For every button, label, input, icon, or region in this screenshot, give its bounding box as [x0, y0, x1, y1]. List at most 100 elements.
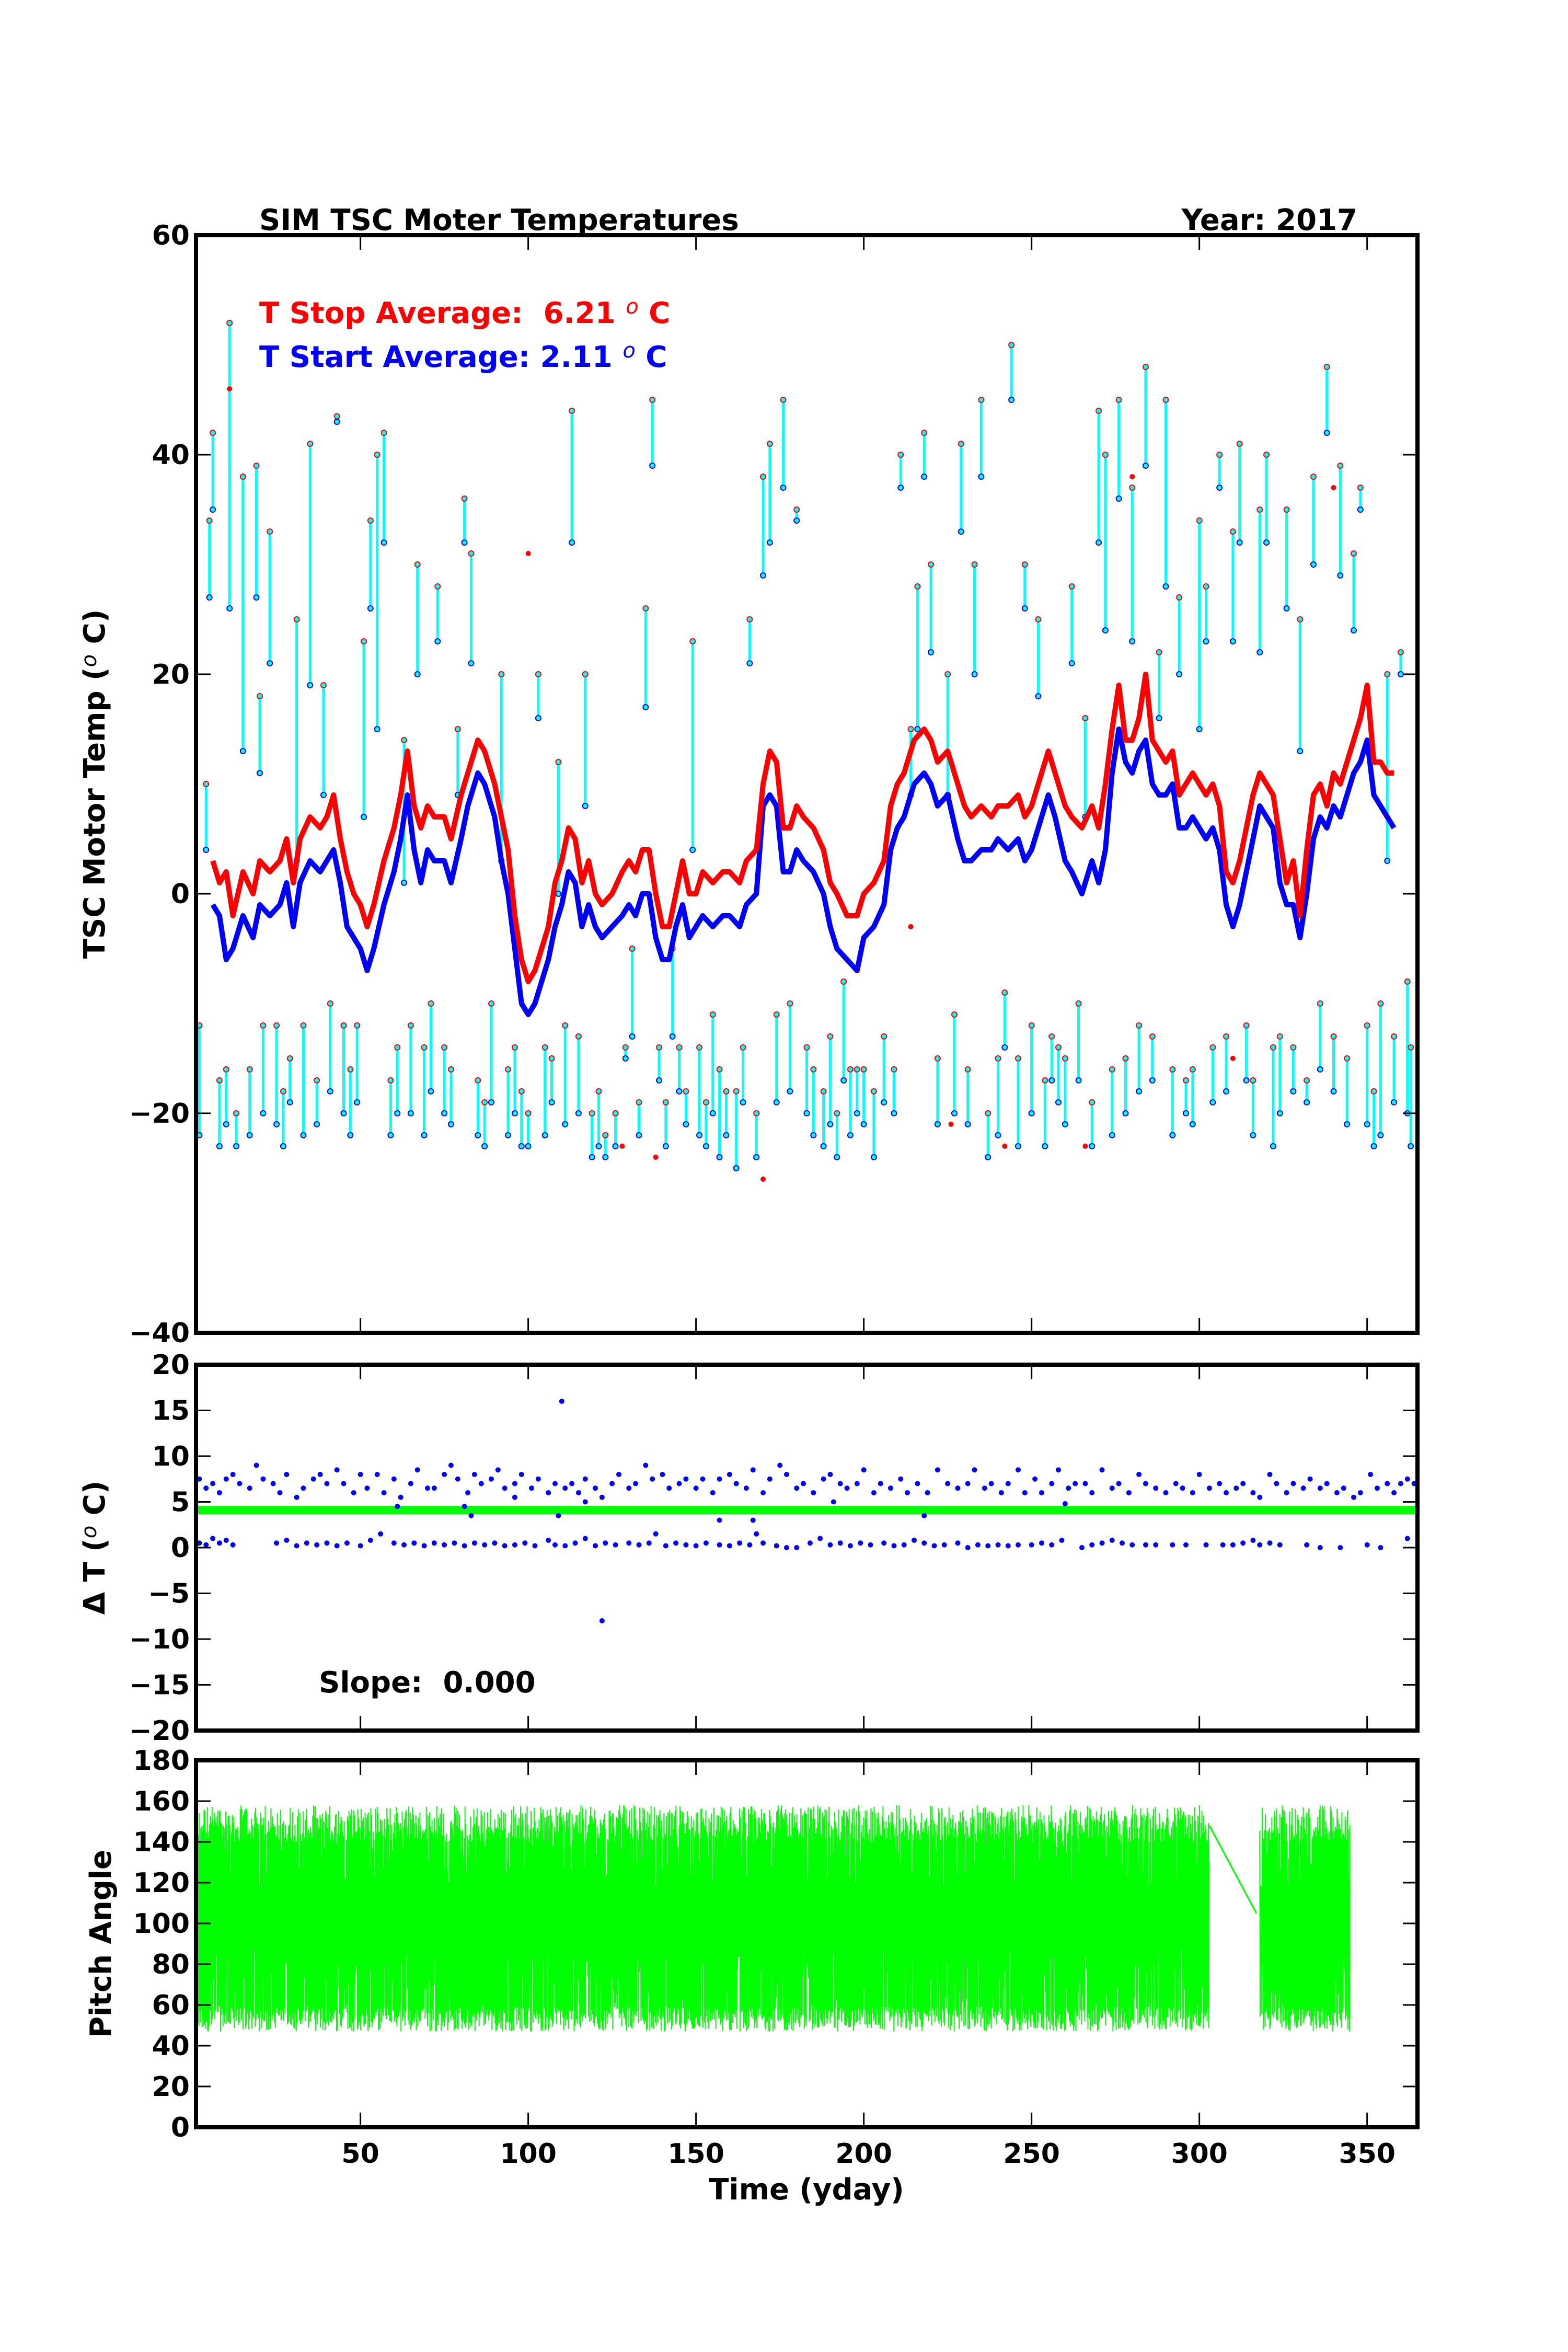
- start-point: [612, 1143, 619, 1149]
- delta-t-point: [868, 1542, 873, 1548]
- delta-t-point: [931, 1543, 937, 1549]
- delta-t-point: [1170, 1542, 1175, 1548]
- stop-point: [1102, 452, 1109, 458]
- start-point: [733, 1165, 740, 1171]
- delta-t-point: [1220, 1542, 1226, 1548]
- delta-t-point: [754, 1531, 759, 1537]
- start-point: [1115, 495, 1122, 502]
- start-point: [1055, 1099, 1062, 1105]
- start-point: [1377, 1132, 1384, 1138]
- start-point: [300, 1132, 307, 1138]
- x-tick-label: 100: [500, 2138, 557, 2170]
- start-point: [1344, 1121, 1351, 1127]
- plot-frame: [194, 1363, 1420, 1733]
- stop-point: [468, 550, 475, 557]
- delta-t-point: [1173, 1481, 1179, 1486]
- delta-t-point: [737, 1540, 743, 1546]
- stop-point: [1330, 1033, 1337, 1040]
- start-point: [740, 1099, 746, 1105]
- plot-frame: [194, 1758, 1420, 2129]
- x-tick-label: 50: [341, 2138, 379, 2170]
- delta-t-point: [599, 1618, 605, 1623]
- stop-point: [891, 1066, 897, 1073]
- stop-point: [1002, 1144, 1008, 1149]
- stop-point: [642, 605, 649, 612]
- delta-t-point: [794, 1545, 800, 1550]
- start-point: [840, 1077, 847, 1083]
- stop-point: [914, 583, 921, 590]
- start-point: [1176, 671, 1183, 677]
- stop-point: [555, 759, 562, 765]
- delta-t-point: [831, 1499, 836, 1505]
- stop-point: [689, 638, 696, 644]
- stop-point: [834, 1110, 840, 1116]
- stop-point: [447, 1066, 454, 1073]
- stop-point: [481, 1099, 488, 1105]
- stop-point: [1377, 1000, 1384, 1007]
- stop-point: [223, 1066, 229, 1073]
- stop-point: [1216, 452, 1223, 458]
- delta-t-point: [1404, 1476, 1410, 1482]
- stop-point: [1391, 1033, 1398, 1040]
- delta-t-point: [1240, 1540, 1246, 1546]
- delta-t-point: [827, 1542, 833, 1548]
- delta-t-point: [401, 1542, 407, 1548]
- start-point: [914, 726, 921, 732]
- start-point: [210, 506, 216, 513]
- delta-t-point: [518, 1472, 524, 1477]
- delta-t-point: [495, 1467, 501, 1473]
- delta-t-point: [1109, 1538, 1115, 1543]
- delta-t-point: [941, 1542, 947, 1548]
- start-point: [589, 1154, 595, 1160]
- delta-t-point: [223, 1476, 229, 1482]
- stop-point: [367, 517, 374, 524]
- start-point: [548, 1099, 555, 1105]
- delta-t-plot: −20 −15 −10 −5 0 5 10 15 20: [129, 1350, 1420, 1747]
- start-point: [1122, 1110, 1129, 1116]
- delta-t-point: [871, 1490, 877, 1495]
- delta-t-point: [1317, 1485, 1323, 1491]
- stop-point: [267, 528, 273, 535]
- delta-t-point: [1224, 1490, 1229, 1495]
- delta-t-point: [774, 1543, 779, 1549]
- start-point: [753, 1154, 760, 1160]
- delta-t-point: [1233, 1485, 1239, 1491]
- delta-t-point: [512, 1542, 517, 1548]
- stop-point: [327, 1000, 333, 1007]
- delta-t-point: [1163, 1490, 1169, 1495]
- start-point: [223, 1121, 229, 1127]
- delta-t-point: [1120, 1540, 1125, 1546]
- delta-t-point: [783, 1545, 789, 1550]
- stop-point: [676, 1044, 683, 1051]
- pitch-angle-line: [1259, 1805, 1351, 2032]
- stop-point: [589, 1110, 595, 1116]
- y-tick-label: 15: [152, 1396, 190, 1427]
- delta-t-point: [1109, 1485, 1115, 1491]
- stop-point: [1149, 1033, 1156, 1040]
- stop-point: [1122, 1055, 1129, 1062]
- start-point: [897, 485, 904, 491]
- delta-t-point: [972, 1467, 977, 1473]
- delta-t-point: [1374, 1485, 1380, 1491]
- delta-t-point: [431, 1540, 437, 1546]
- delta-t-point: [1277, 1542, 1283, 1548]
- start-point: [1290, 1088, 1297, 1094]
- delta-t-point: [358, 1543, 363, 1549]
- stop-point: [1404, 978, 1411, 985]
- delta-t-point: [284, 1538, 290, 1543]
- start-point: [1270, 1143, 1276, 1149]
- stop-point: [1243, 1022, 1250, 1029]
- delta-t-point: [935, 1467, 940, 1473]
- start-point: [985, 1154, 991, 1160]
- stop-point: [293, 616, 300, 622]
- delta-t-point: [693, 1485, 699, 1491]
- y-tick-label: 40: [152, 2031, 190, 2062]
- delta-t-point: [1398, 1481, 1403, 1486]
- start-point: [260, 1110, 267, 1116]
- stop-point: [525, 551, 531, 556]
- delta-t-point: [414, 1467, 420, 1473]
- delta-t-point: [609, 1481, 615, 1486]
- delta-t-point: [260, 1476, 266, 1482]
- start-point: [1048, 1077, 1055, 1083]
- stop-point: [1182, 1077, 1189, 1083]
